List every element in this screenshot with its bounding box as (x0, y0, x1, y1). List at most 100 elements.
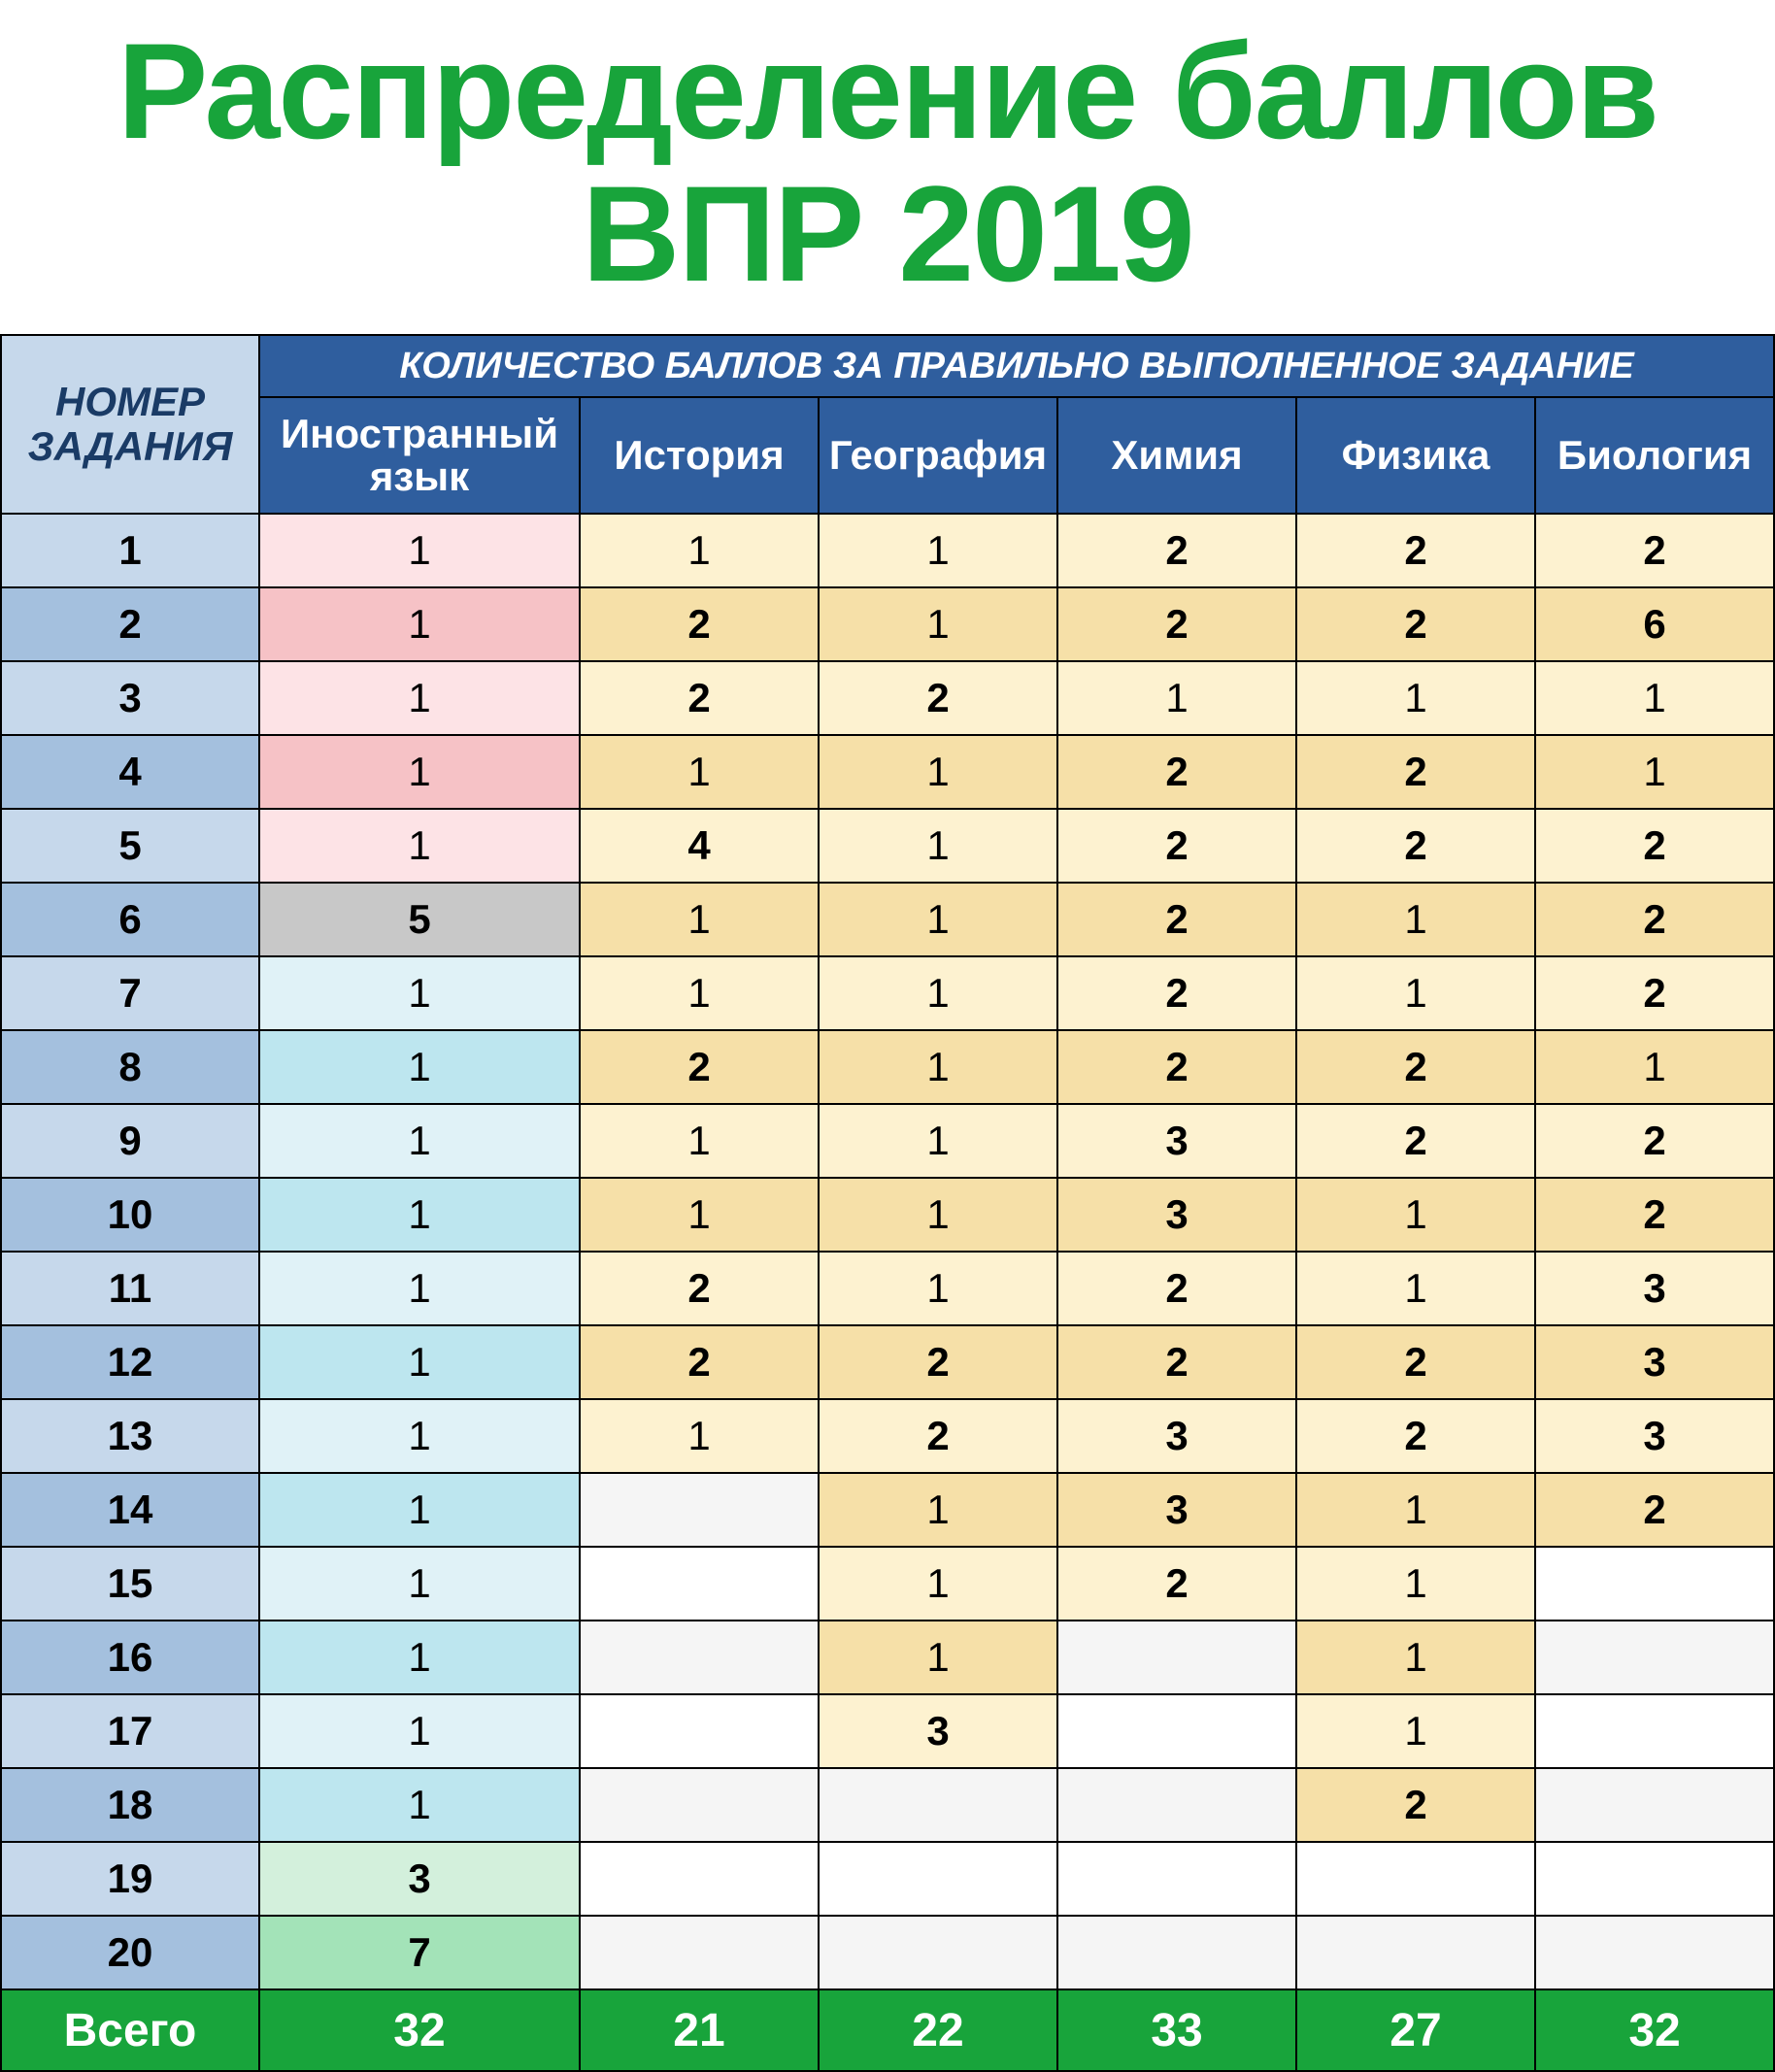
table-row: 7111212 (1, 956, 1774, 1030)
score-cell (819, 1842, 1057, 1916)
header-subject: Химия (1057, 397, 1296, 514)
score-cell: 1 (1296, 1473, 1535, 1547)
score-cell: 5 (259, 883, 580, 956)
score-cell: 1 (580, 1104, 819, 1178)
score-cell: 1 (259, 587, 580, 661)
score-cell: 1 (1296, 661, 1535, 735)
total-value: 32 (259, 1989, 580, 2071)
row-number-cell: 8 (1, 1030, 259, 1104)
row-number-cell: 14 (1, 1473, 259, 1547)
page-title: Распределение баллов ВПР 2019 (0, 0, 1775, 334)
score-cell: 2 (1057, 587, 1296, 661)
score-cell: 2 (1057, 735, 1296, 809)
total-value: 21 (580, 1989, 819, 2071)
score-cell: 3 (1535, 1399, 1774, 1473)
score-cell: 2 (1296, 809, 1535, 883)
score-cell (580, 1916, 819, 1989)
score-cell: 1 (819, 1104, 1057, 1178)
row-number-cell: 2 (1, 587, 259, 661)
score-cell: 1 (259, 1473, 580, 1547)
score-cell (1296, 1916, 1535, 1989)
score-cell: 1 (259, 1547, 580, 1621)
score-cell (1057, 1916, 1296, 1989)
row-number-cell: 9 (1, 1104, 259, 1178)
score-cell (1057, 1694, 1296, 1768)
row-number-cell: 17 (1, 1694, 259, 1768)
score-cell: 6 (1535, 587, 1774, 661)
score-cell: 1 (819, 1030, 1057, 1104)
header-span-label: КОЛИЧЕСТВО БАЛЛОВ ЗА ПРАВИЛЬНО ВЫПОЛНЕНН… (259, 335, 1774, 397)
score-cell: 2 (1535, 1104, 1774, 1178)
score-cell: 1 (1296, 1547, 1535, 1621)
header-subject: География (819, 397, 1057, 514)
score-cell: 2 (1057, 883, 1296, 956)
header-subject: Иностранный язык (259, 397, 580, 514)
total-value: 33 (1057, 1989, 1296, 2071)
table-header: НОМЕР ЗАДАНИЯ КОЛИЧЕСТВО БАЛЛОВ ЗА ПРАВИ… (1, 335, 1774, 514)
table-row: 9111322 (1, 1104, 1774, 1178)
row-number-cell: 4 (1, 735, 259, 809)
table-row: 8121221 (1, 1030, 1774, 1104)
score-cell: 2 (580, 661, 819, 735)
score-cell: 1 (1296, 1252, 1535, 1325)
score-cell (580, 1768, 819, 1842)
row-number-cell: 20 (1, 1916, 259, 1989)
score-cell: 3 (259, 1842, 580, 1916)
row-number-cell: 15 (1, 1547, 259, 1621)
score-cell: 1 (819, 1547, 1057, 1621)
score-cell: 1 (1535, 735, 1774, 809)
score-cell: 1 (1296, 1621, 1535, 1694)
total-value: 32 (1535, 1989, 1774, 2071)
score-cell (1535, 1768, 1774, 1842)
score-cell: 1 (1296, 1178, 1535, 1252)
total-value: 27 (1296, 1989, 1535, 2071)
row-number-cell: 12 (1, 1325, 259, 1399)
score-cell (1535, 1547, 1774, 1621)
score-cell: 3 (1057, 1104, 1296, 1178)
score-cell: 2 (1535, 956, 1774, 1030)
score-cell: 1 (1535, 1030, 1774, 1104)
table-row: 2121226 (1, 587, 1774, 661)
score-cell: 3 (1057, 1178, 1296, 1252)
row-number-cell: 3 (1, 661, 259, 735)
table-row: 4111221 (1, 735, 1774, 809)
table-row: 5141222 (1, 809, 1774, 883)
score-cell (819, 1916, 1057, 1989)
score-cell: 1 (819, 514, 1057, 587)
score-cell: 3 (1057, 1399, 1296, 1473)
table-row: 151121 (1, 1547, 1774, 1621)
score-cell: 2 (1535, 883, 1774, 956)
row-number-cell: 7 (1, 956, 259, 1030)
score-cell (1296, 1842, 1535, 1916)
row-number-cell: 5 (1, 809, 259, 883)
score-cell: 3 (819, 1694, 1057, 1768)
table-row: 3122111 (1, 661, 1774, 735)
score-cell (1535, 1694, 1774, 1768)
score-cell: 2 (580, 587, 819, 661)
table-row: 11121213 (1, 1252, 1774, 1325)
score-table: НОМЕР ЗАДАНИЯ КОЛИЧЕСТВО БАЛЛОВ ЗА ПРАВИ… (0, 334, 1775, 2072)
total-value: 22 (819, 1989, 1057, 2071)
header-subject: Физика (1296, 397, 1535, 514)
table-row: 12122223 (1, 1325, 1774, 1399)
score-cell: 2 (1296, 1399, 1535, 1473)
score-cell (580, 1621, 819, 1694)
row-number-cell: 13 (1, 1399, 259, 1473)
score-cell (1057, 1768, 1296, 1842)
table-row: 207 (1, 1916, 1774, 1989)
row-number-cell: 10 (1, 1178, 259, 1252)
score-cell: 1 (819, 1621, 1057, 1694)
header-subjects-row: Иностранный языкИсторияГеографияХимияФиз… (1, 397, 1774, 514)
score-cell: 1 (259, 1768, 580, 1842)
score-cell: 1 (1057, 661, 1296, 735)
score-cell: 1 (1296, 1694, 1535, 1768)
score-cell: 1 (259, 956, 580, 1030)
score-cell: 2 (580, 1252, 819, 1325)
table-row: 1111222 (1, 514, 1774, 587)
total-label: Всего (1, 1989, 259, 2071)
table-row: 1812 (1, 1768, 1774, 1842)
score-cell: 1 (259, 1399, 580, 1473)
score-cell: 3 (1535, 1252, 1774, 1325)
score-cell: 1 (259, 661, 580, 735)
score-cell: 2 (819, 1399, 1057, 1473)
